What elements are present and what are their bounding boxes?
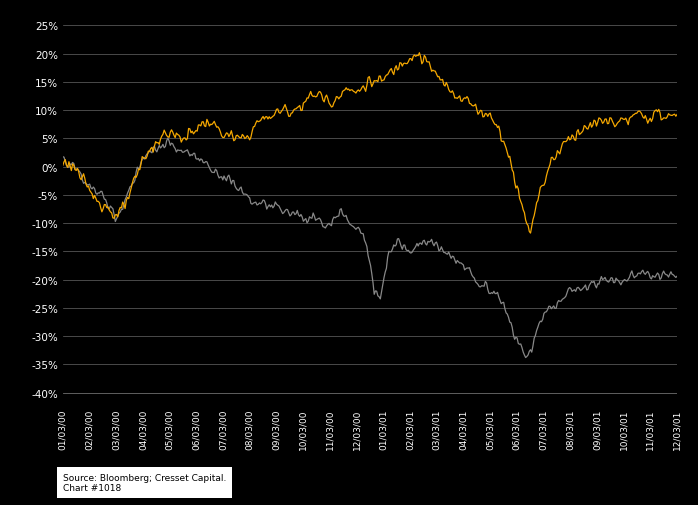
Text: Source: Bloomberg; Cresset Capital.
Chart #1018: Source: Bloomberg; Cresset Capital. Char… bbox=[63, 473, 226, 492]
